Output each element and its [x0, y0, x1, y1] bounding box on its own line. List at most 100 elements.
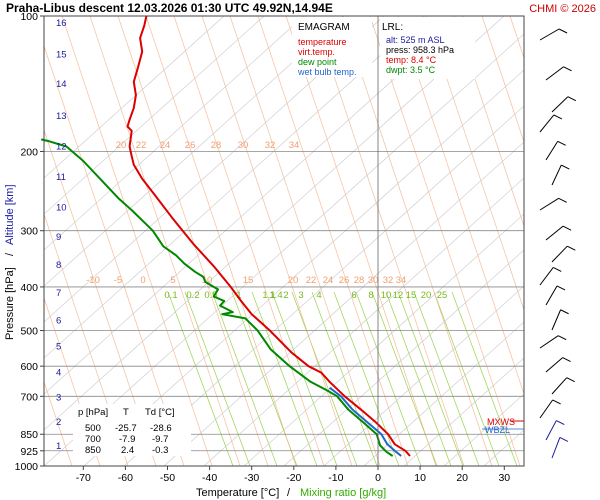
- mixing-ratio-line: [251, 291, 318, 466]
- wind-barb-flag: [558, 28, 568, 34]
- pressure-gridlines: [44, 151, 524, 452]
- x-tick-label: -60: [118, 472, 133, 484]
- dry-adiabat-label: 30: [368, 275, 379, 286]
- wind-barb: [545, 141, 559, 161]
- altitude-tick-label: 1: [56, 441, 61, 452]
- altitude-tick-label: 11: [56, 172, 66, 183]
- mxws-marker: MXWS: [487, 417, 515, 427]
- mixing-ratio-line: [385, 291, 452, 466]
- chart-title: Praha-Libus descent 12.03.2026 01:30 UTC…: [6, 1, 333, 15]
- wind-barb-flag: [566, 377, 575, 383]
- isotherm-line: [523, 465, 524, 466]
- dry-adiabat-label: 34: [396, 275, 407, 286]
- altitude-tick-label: 16: [56, 18, 67, 29]
- skewed-isotherms: [44, 16, 600, 466]
- wind-barb: [551, 96, 569, 113]
- dry-adiabat-label: 5: [170, 275, 175, 286]
- dry-adiabat-label: 15: [243, 275, 254, 286]
- series-wet-bulb-temp-: [328, 386, 402, 457]
- isotherm-line: [44, 16, 345, 287]
- legend-dew-point: dew point: [298, 57, 337, 67]
- wind-barb-flag: [562, 357, 571, 363]
- wind-barb: [551, 377, 568, 395]
- dry-adiabat-label: 24: [160, 140, 171, 151]
- isotherm-line: [44, 16, 425, 359]
- summary-table-box: [73, 404, 191, 456]
- table-cell: -7.9: [119, 434, 135, 445]
- dry-adiabat-label: 20: [288, 275, 299, 286]
- lrl-press: press: 958.3 hPa: [386, 45, 454, 55]
- pressure-tick-label: 850: [20, 429, 38, 441]
- mixing-ratio-label: 0.5: [204, 290, 217, 301]
- table-cell: -0.3: [152, 445, 168, 456]
- dry-adiabat-line: [369, 16, 521, 466]
- wind-barb: [539, 197, 559, 211]
- x-axis-label-separator: /: [287, 487, 291, 499]
- dry-adiabat-label: 10: [202, 275, 213, 286]
- x-axis-label-temperature: Temperature [°C]: [196, 487, 279, 499]
- mixing-ratio-line: [271, 291, 338, 466]
- mixing-ratio-line: [397, 291, 464, 466]
- altitude-tick-label: 4: [56, 367, 61, 378]
- mixing-ratio-label: 8: [368, 290, 373, 301]
- dry-adiabat-label: 26: [185, 140, 196, 151]
- legend-title: EMAGRAM: [298, 22, 350, 33]
- isotherm-line: [83, 69, 524, 466]
- dry-adiabat-line: [229, 16, 381, 466]
- pressure-tick-label: 1000: [15, 461, 39, 473]
- table-cell: -25.7: [115, 423, 137, 434]
- altitude-tick-label: 7: [56, 288, 61, 299]
- table-header-t: T: [123, 407, 129, 418]
- dry-adiabat-lines: [44, 16, 524, 466]
- altitude-tick-label: 5: [56, 342, 61, 353]
- wind-barb-flag: [553, 114, 563, 120]
- dry-adiabat-line: [145, 16, 297, 466]
- isotherm-line: [44, 33, 524, 466]
- wind-barb: [545, 285, 558, 306]
- pressure-tick-label: 925: [20, 446, 38, 458]
- altitude-tick-label: 12: [56, 142, 67, 153]
- dry-adiabat-label: 34: [289, 140, 300, 151]
- x-tick-label: -40: [202, 472, 217, 484]
- dry-adiabat-line: [61, 16, 213, 466]
- dry-adiabat-line: [44, 297, 101, 466]
- mixing-ratio-label: 25: [437, 290, 448, 301]
- wind-barb: [551, 164, 562, 186]
- wind-barb-flag: [562, 225, 572, 231]
- isotherm-line: [564, 16, 600, 466]
- lrl-temp: temp: 8.4 °C: [386, 55, 437, 65]
- dry-adiabat-label: -5: [114, 275, 122, 286]
- dry-adiabat-line: [313, 16, 465, 466]
- table-cell: 500: [85, 423, 101, 434]
- isotherm-line: [44, 16, 465, 395]
- altitude-tick-label: 10: [56, 202, 67, 213]
- legend-temperature: temperature: [298, 37, 347, 47]
- dry-adiabat-label: -10: [86, 275, 100, 286]
- wind-barb-flag: [556, 420, 565, 426]
- pressure-tick-label: 500: [20, 326, 38, 338]
- mixing-ratio-line: [311, 291, 378, 466]
- isotherm-line: [44, 16, 225, 179]
- mixing-ratio-line: [333, 291, 400, 466]
- mixing-ratio-label: 1: [236, 290, 241, 301]
- mixing-ratio-label: 1.4: [269, 290, 282, 301]
- pressure-tick-label: 300: [20, 226, 38, 238]
- wind-barb-flag: [558, 335, 567, 341]
- y-axis-label-pressure: Pressure [hPa]: [4, 267, 16, 340]
- mixing-ratio-labels: 0.1 0.2 0.5 1 1.11.4 2 3 4 6 8 10 12 15 20 25: [164, 290, 447, 301]
- dry-adiabat-label: 26: [339, 275, 350, 286]
- plot-frame: [43, 15, 525, 467]
- x-axis-label-mixing: Mixing ratio [g/kg]: [300, 487, 386, 499]
- dry-adiabat-label: 22: [306, 275, 317, 286]
- isotherm-line: [44, 16, 265, 215]
- isotherm-line: [283, 249, 524, 466]
- mixing-ratio-label: 0.2: [186, 290, 199, 301]
- dry-adiabat-label: 32: [383, 275, 394, 286]
- y-axis-label-separator: /: [4, 252, 16, 256]
- mixing-ratio-line: [167, 291, 234, 466]
- x-tick-label: -70: [76, 472, 91, 484]
- wind-barb-flag: [559, 437, 569, 442]
- wind-barb: [539, 114, 555, 133]
- dry-adiabat-line: [89, 16, 241, 466]
